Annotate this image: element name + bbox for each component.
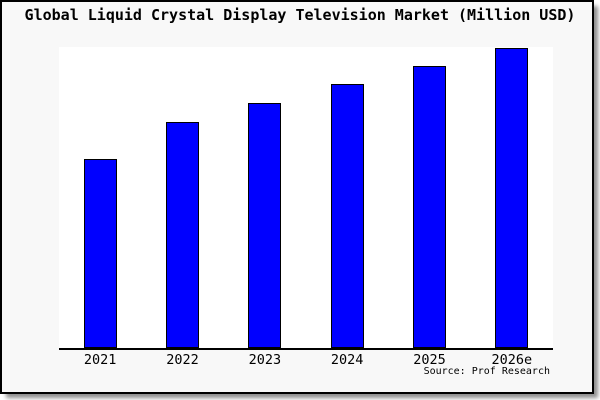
x-tick-label-2022: 2022 [166,352,199,368]
bar-slot-2025 [388,47,470,348]
bar-2024 [330,84,364,348]
bar-slot-2026e [471,47,553,348]
plot-area [59,47,553,350]
chart-title: Global Liquid Crystal Display Television… [24,6,576,24]
bars-container [59,47,553,348]
x-tick-label-2026e: 2026e [491,352,533,368]
source-credit: Source: Prof Research [423,366,550,377]
bar-2023 [248,103,282,348]
bar-2021 [83,159,117,348]
bar-slot-2021 [59,47,141,348]
x-tick-label-2021: 2021 [83,352,117,368]
x-axis-labels: 2021 2022 2023 2024 2025 2026e [59,352,553,368]
x-tick-label-2025: 2025 [413,352,446,368]
bar-slot-2023 [224,47,306,348]
x-tick-label-2023: 2023 [248,352,282,368]
bar-2025 [412,66,446,348]
bar-slot-2024 [306,47,388,348]
x-tick-label-2024: 2024 [330,352,364,368]
bar-2026e [495,48,529,348]
bar-slot-2022 [141,47,223,348]
bar-2022 [165,122,199,348]
